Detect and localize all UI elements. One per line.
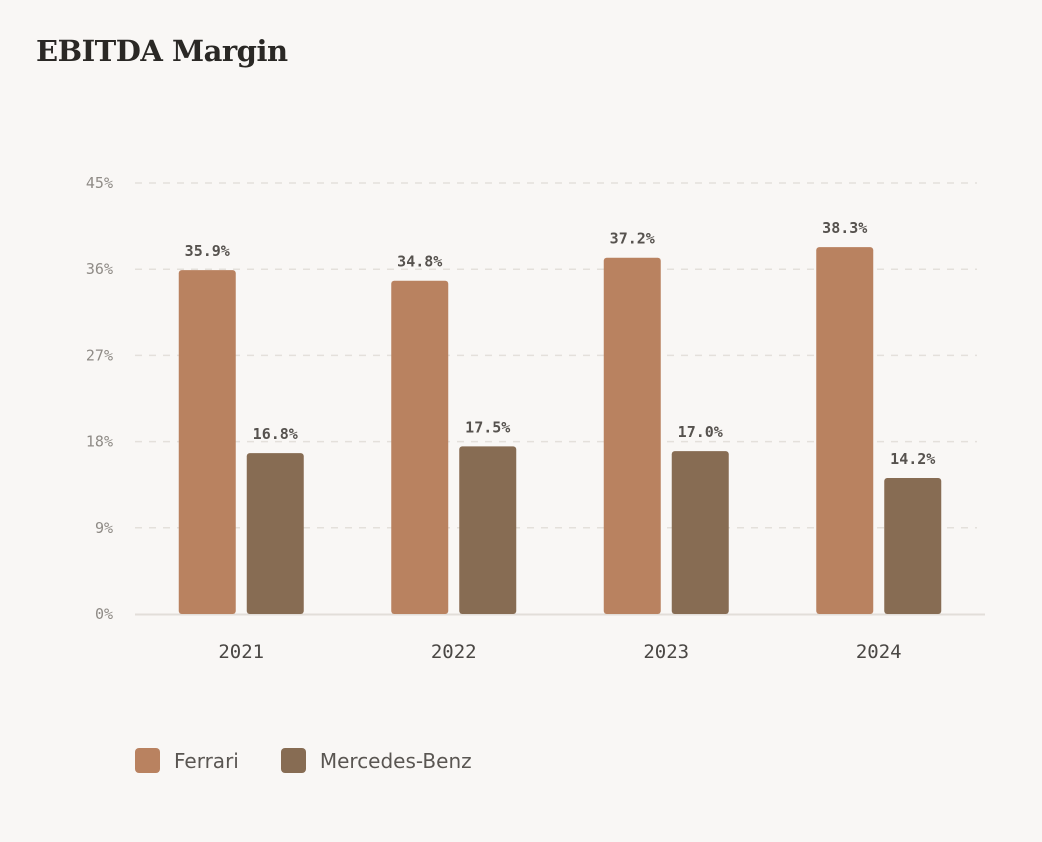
y-tick-label: 9% [95, 519, 113, 537]
bar-mercedes-benz-2022 [459, 446, 517, 614]
x-tick-label: 2024 [856, 641, 902, 663]
legend-label: Mercedes-Benz [319, 748, 472, 773]
data-label: 34.8% [397, 253, 442, 271]
legend-swatch [135, 748, 160, 773]
data-label: 14.2% [890, 450, 935, 468]
bar-ferrari-2022 [391, 280, 449, 614]
data-label: 17.5% [465, 418, 510, 436]
bar-ferrari-2021 [178, 270, 236, 614]
bar-mercedes-benz-2021 [246, 453, 304, 614]
legend-swatch [280, 748, 306, 773]
y-tick-label: 45% [86, 174, 113, 192]
data-label: 16.8% [253, 425, 298, 443]
data-label: 37.2% [610, 230, 655, 248]
bar-ferrari-2023 [603, 257, 661, 614]
data-label: 38.3% [822, 219, 867, 237]
bar-mercedes-benz-2024 [884, 477, 942, 614]
bar-mercedes-benz-2023 [671, 451, 729, 614]
legend-item: Ferrari [135, 748, 239, 773]
y-tick-label: 0% [95, 605, 113, 623]
legend: Ferrari Mercedes-Benz [135, 748, 472, 773]
bar-ferrari-2024 [816, 247, 874, 614]
y-tick-label: 27% [86, 346, 113, 364]
y-tick-label: 18% [86, 433, 113, 451]
y-tick-label: 36% [86, 260, 113, 278]
x-tick-label: 2023 [643, 641, 689, 663]
legend-label: Ferrari [174, 748, 239, 773]
data-label: 35.9% [185, 242, 230, 260]
x-tick-label: 2022 [431, 641, 477, 663]
legend-item: Mercedes-Benz [280, 748, 472, 773]
chart-title: EBITDA Margin [36, 34, 288, 68]
data-label: 17.0% [678, 423, 723, 441]
x-tick-label: 2021 [218, 641, 264, 663]
